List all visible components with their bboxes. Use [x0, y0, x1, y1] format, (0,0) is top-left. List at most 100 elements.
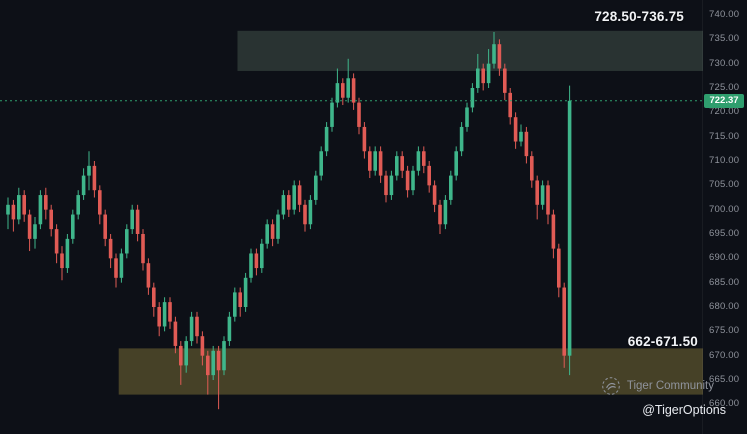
candle-body — [324, 126, 329, 152]
supply-zone — [237, 30, 703, 71]
candle-body — [497, 44, 502, 69]
supply-zone-label: 728.50-736.75 — [594, 9, 684, 24]
candle-body — [503, 68, 507, 93]
candle-body — [551, 214, 556, 249]
candle-body — [454, 151, 458, 176]
candle-body — [308, 199, 313, 225]
candle-body — [125, 229, 129, 254]
candle-body — [351, 78, 356, 103]
candle-body — [470, 88, 475, 108]
price-tick: 730.00 — [709, 57, 740, 69]
candle-body — [254, 253, 259, 269]
candle-body — [524, 131, 529, 157]
price-tick: 720.00 — [709, 106, 740, 118]
candle-body — [270, 224, 275, 239]
candle-body — [233, 292, 237, 317]
candle-body — [157, 307, 161, 327]
candle-body — [173, 321, 178, 346]
candle-body — [54, 229, 59, 254]
price-tick: 690.00 — [709, 252, 740, 264]
watermark-text: Tiger Community — [626, 380, 714, 392]
candle-body — [65, 238, 70, 269]
candle-body — [281, 195, 286, 215]
price-tick: 685.00 — [709, 276, 740, 288]
candle-body — [130, 209, 134, 230]
price-tick: 700.00 — [709, 203, 740, 215]
candle-body — [141, 234, 145, 264]
price-tick: 695.00 — [709, 228, 740, 239]
watermark: Tiger Community — [601, 376, 714, 396]
candle-body — [411, 170, 415, 191]
candle-body — [206, 355, 210, 376]
candle-body — [260, 243, 264, 269]
price-tick: 675.00 — [709, 325, 740, 337]
candle-body — [81, 175, 86, 196]
candle-body — [211, 350, 215, 376]
candle-body — [189, 316, 194, 342]
candle-body — [135, 209, 140, 235]
candle-body — [168, 302, 172, 322]
demand-zone — [118, 348, 703, 395]
price-tick: 670.00 — [709, 349, 740, 361]
candle-body — [540, 185, 545, 205]
candle-body — [449, 175, 453, 200]
candle-body — [459, 126, 464, 152]
candle-body — [319, 151, 323, 176]
candle-body — [238, 292, 242, 308]
candle-body — [184, 341, 188, 366]
candle-body — [368, 151, 372, 171]
candle-body — [481, 68, 485, 84]
candle-body — [92, 165, 97, 191]
candle-body — [362, 126, 367, 152]
candle-body — [49, 209, 53, 230]
price-tick: 725.00 — [709, 82, 740, 93]
price-tick: 680.00 — [709, 301, 740, 312]
candle-body — [87, 165, 91, 176]
candle-body — [103, 214, 107, 239]
candle-body — [492, 44, 496, 64]
candle-body — [567, 100, 572, 356]
candle-body — [22, 195, 26, 215]
candle-body — [357, 102, 361, 127]
candle-body — [330, 102, 334, 127]
candle-body — [562, 287, 566, 356]
candle-body — [465, 107, 469, 127]
candle-body — [443, 199, 448, 225]
candle-body — [546, 185, 550, 215]
candle-body — [60, 253, 64, 269]
candle-body — [297, 185, 302, 205]
candle-body — [6, 204, 10, 215]
candle-body — [179, 345, 183, 366]
candle-body — [27, 214, 32, 239]
price-tick: 660.00 — [709, 398, 740, 410]
candle-body — [378, 151, 383, 176]
candle-body — [38, 195, 43, 225]
candle-body — [249, 253, 253, 278]
candle-body — [395, 156, 399, 176]
candle-body — [265, 224, 269, 244]
candle-body — [476, 68, 480, 89]
price-tick: 665.00 — [709, 374, 740, 385]
candle-body — [432, 185, 437, 205]
candle-body — [389, 175, 394, 196]
last-price-tag: 722.37 — [704, 93, 744, 108]
candle-body — [11, 204, 16, 220]
price-tick: 740.00 — [709, 9, 740, 20]
candle-body — [200, 336, 205, 356]
price-tick: 710.00 — [709, 155, 740, 166]
candle-body — [162, 302, 167, 327]
candle-body — [530, 156, 534, 181]
candle-body — [486, 63, 491, 84]
candle-body — [400, 156, 404, 171]
candle-body — [405, 170, 410, 191]
candle-body — [243, 277, 248, 308]
candle-body — [152, 287, 156, 308]
candle-body — [216, 350, 221, 371]
candle-body — [519, 131, 523, 142]
candle-body — [33, 224, 37, 239]
candle-body — [422, 151, 426, 166]
candle-body — [314, 175, 318, 200]
price-axis[interactable]: 740.00 735.00 730.00 725.00 720.00 715.00 710.… — [702, 0, 747, 434]
